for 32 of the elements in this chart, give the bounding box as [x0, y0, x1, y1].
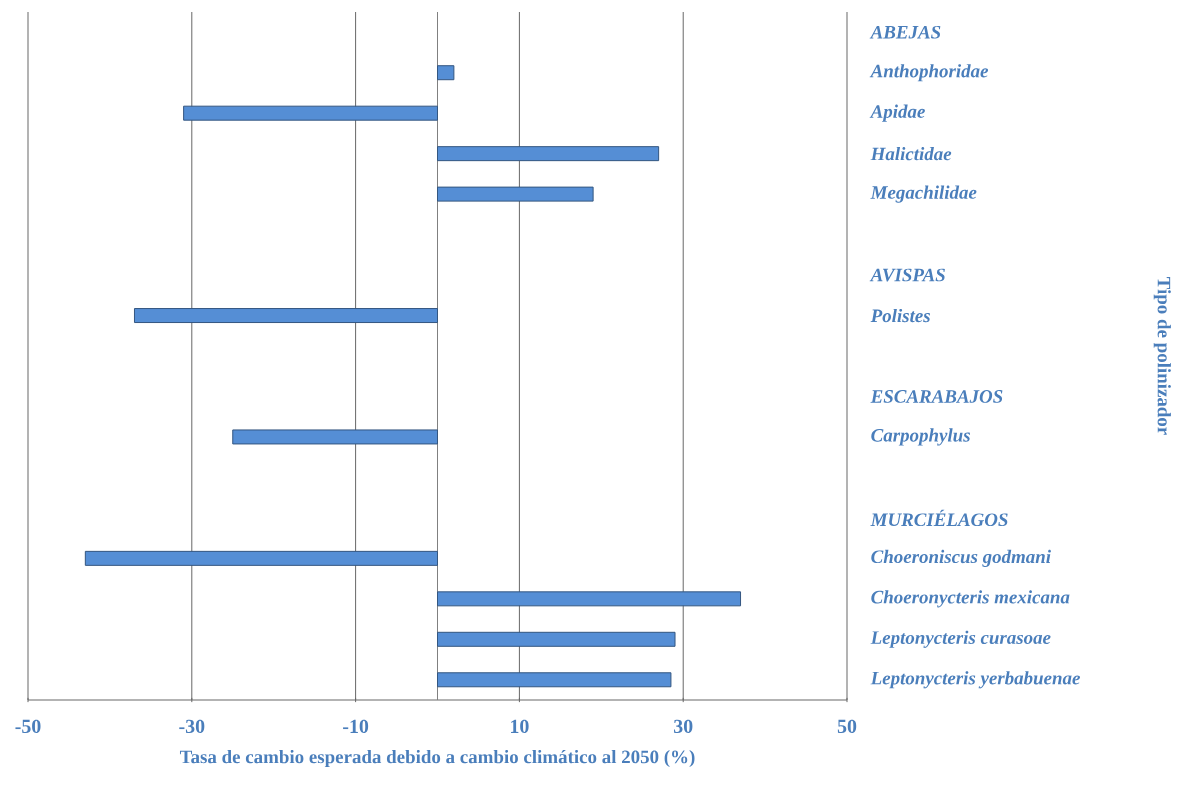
bar	[133, 308, 438, 324]
y-tick-label: Leptonycteris yerbabuenae	[870, 671, 1080, 689]
x-tick-label: -50	[15, 719, 41, 734]
y-tick-label: ABEJAS	[869, 25, 941, 39]
x-axis-title: Tasa de cambio esperada debido a cambio climático al 2050 (%)	[179, 749, 695, 768]
y-tick-label: Megachilidae	[870, 185, 977, 203]
bar	[437, 672, 672, 688]
bar	[437, 591, 742, 607]
y-tick-label: Leptonycteris curasoae	[870, 630, 1051, 648]
bar	[437, 186, 594, 202]
bar	[437, 631, 676, 647]
bar	[437, 65, 455, 81]
y-tick-label: Choeronycteris mexicana	[871, 590, 1070, 608]
y-tick-label: Halictidae	[870, 146, 952, 161]
y-tick-label: Choeroniscus godmani	[871, 549, 1051, 567]
bar	[84, 550, 438, 566]
y-tick-label: Carpophylus	[871, 428, 970, 446]
y-tick-label: Apidae	[869, 104, 925, 122]
y-tick-label: MURCIÉLAGOS	[870, 509, 1008, 527]
x-tick-label: 10	[511, 719, 529, 734]
y-tick-label: Anthophoridae	[869, 64, 989, 82]
y-tick-label: ESCARABAJOS	[870, 390, 1003, 403]
y-tick-label: Polistes	[870, 308, 931, 323]
bar	[437, 146, 660, 162]
bar	[232, 429, 438, 445]
y-tick-label: AVISPAS	[869, 268, 945, 282]
x-tick-label: -10	[343, 719, 369, 734]
x-tick-label: -30	[179, 719, 205, 734]
y-axis-title: Tipo de polinizador	[1153, 277, 1171, 435]
bar	[183, 105, 438, 121]
x-tick-label: 50	[837, 719, 857, 734]
x-tick-label: 30	[673, 719, 693, 734]
